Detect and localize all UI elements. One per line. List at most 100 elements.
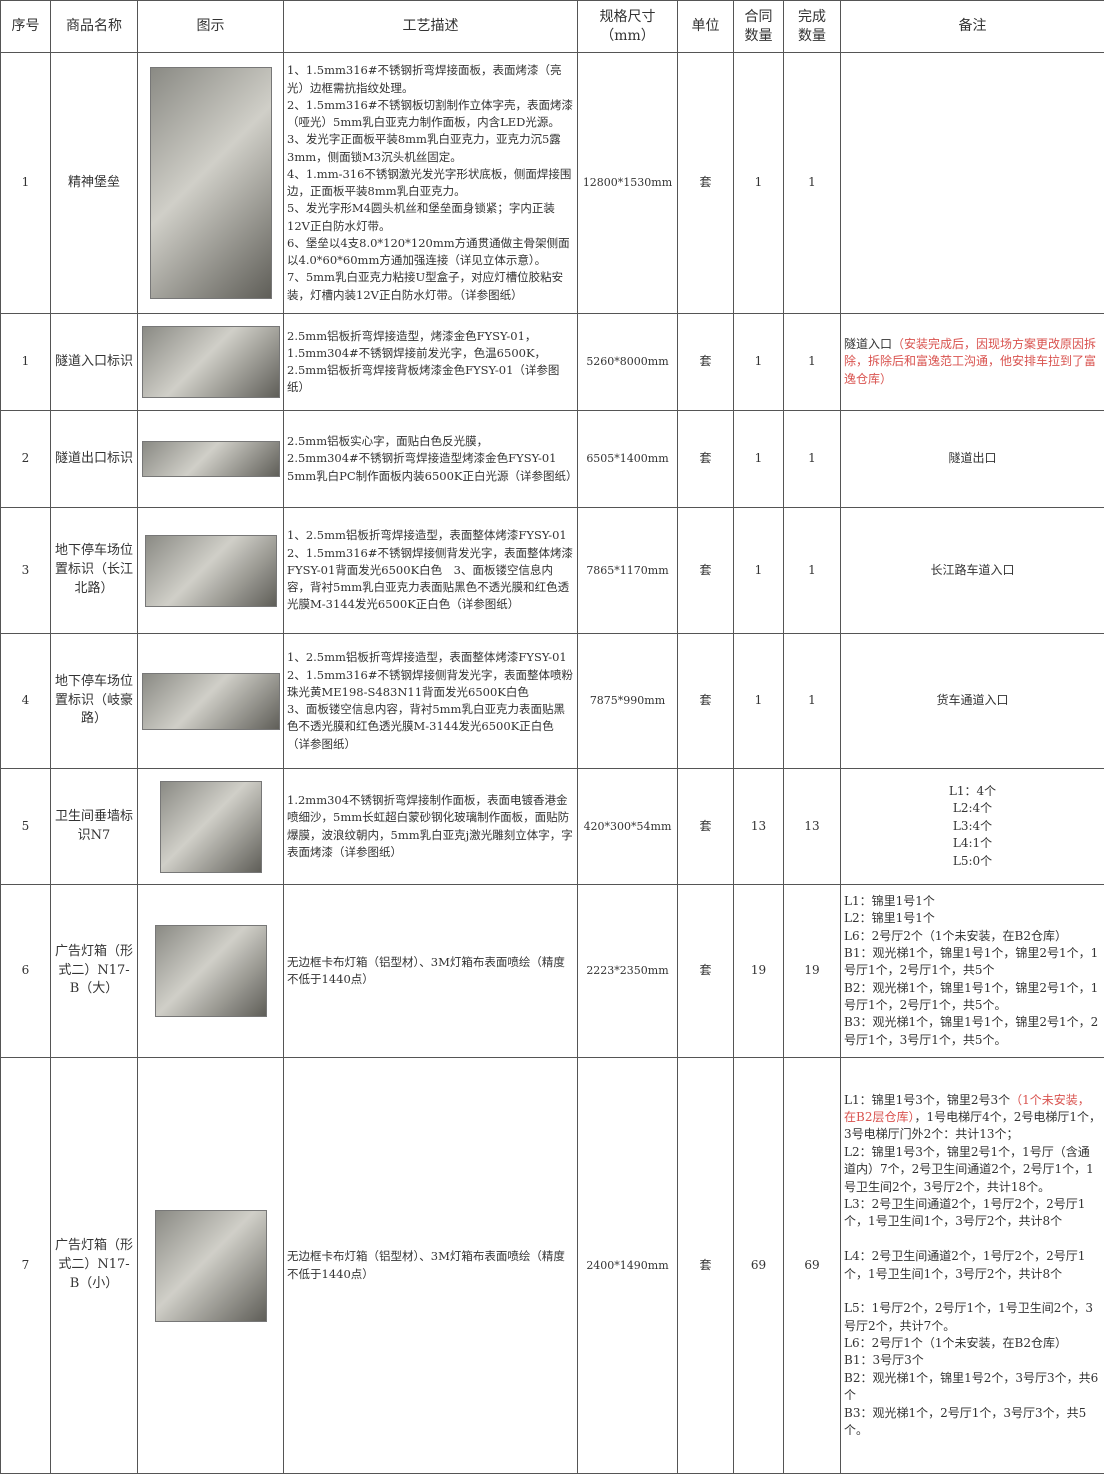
- unit: 套: [678, 314, 734, 411]
- product-name: 广告灯箱（形式二）N17-B（大）: [51, 885, 138, 1058]
- contract-quantity: 1: [734, 411, 784, 508]
- size: 5260*8000mm: [578, 314, 678, 411]
- product-name: 地下停车场位置标识（岐豪路）: [51, 634, 138, 769]
- row-number: 4: [1, 634, 51, 769]
- completed-quantity: 13: [784, 769, 841, 885]
- contract-quantity: 1: [734, 634, 784, 769]
- row-number: 5: [1, 769, 51, 885]
- illustration: [155, 1210, 267, 1322]
- remarks: L1：锦里1号1个 L2：锦里1号1个 L6：2号厅2个（1个未安装，在B2仓库…: [841, 885, 1104, 1058]
- illustration: [142, 441, 280, 477]
- completed-quantity: 1: [784, 314, 841, 411]
- row-number: 7: [1, 1058, 51, 1474]
- unit: 套: [678, 885, 734, 1058]
- completed-quantity: 1: [784, 411, 841, 508]
- illustration-cell: [138, 53, 284, 314]
- illustration-cell: [138, 885, 284, 1058]
- product-name: 精神堡垒: [51, 53, 138, 314]
- unit: 套: [678, 411, 734, 508]
- contract-quantity: 1: [734, 53, 784, 314]
- process-description: 1、1.5mm316#不锈钢折弯焊接面板，表面烤漆（亮光）边框需抗指纹处理。 2…: [284, 53, 578, 314]
- completed-quantity: 1: [784, 634, 841, 769]
- remarks: L1：4个 L2:4个 L3:4个 L4:1个 L5:0个: [841, 769, 1104, 885]
- remarks: 隧道入口（安装完成后，因现场方案更改原因拆除，拆除后和富逸范工沟通，他安排车拉到…: [841, 314, 1104, 411]
- size: 7875*990mm: [578, 634, 678, 769]
- header-cell: 序号: [1, 1, 51, 53]
- remark-text: L1：锦里1号3个，锦里2号3个: [844, 1093, 1010, 1107]
- illustration-cell: [138, 634, 284, 769]
- row-number: 6: [1, 885, 51, 1058]
- illustration-cell: [138, 411, 284, 508]
- header-cell: 商品名称: [51, 1, 138, 53]
- process-description: 1、2.5mm铝板折弯焊接造型，表面整体烤漆FYSY-01 2、1.5mm316…: [284, 508, 578, 634]
- header-cell: 工艺描述: [284, 1, 578, 53]
- size: 12800*1530mm: [578, 53, 678, 314]
- remark-text: 货车通道入口: [936, 693, 1008, 707]
- illustration-cell: [138, 769, 284, 885]
- row-number: 1: [1, 314, 51, 411]
- completed-quantity: 1: [784, 508, 841, 634]
- header-cell: 规格尺寸 （mm）: [578, 1, 678, 53]
- illustration: [142, 326, 280, 398]
- process-description: 无边框卡布灯箱（铝型材）、3M灯箱布表面喷绘（精度不低于1440点）: [284, 1058, 578, 1474]
- header-cell: 备注: [841, 1, 1104, 53]
- row-number: 1: [1, 53, 51, 314]
- contract-quantity: 1: [734, 508, 784, 634]
- product-name: 广告灯箱（形式二）N17-B（小）: [51, 1058, 138, 1474]
- size: 420*300*54mm: [578, 769, 678, 885]
- product-name: 地下停车场位置标识（长江北路）: [51, 508, 138, 634]
- remark-text: ，1号电梯厅4个，2号电梯厅1个，3号电梯厅门外2个：共计13个； L2：锦里1…: [844, 1110, 1101, 1437]
- product-name: 卫生间垂墙标识N7: [51, 769, 138, 885]
- remark-text: L1：锦里1号1个 L2：锦里1号1个 L6：2号厅2个（1个未安装，在B2仓库…: [844, 894, 1098, 1047]
- header-cell: 完成 数量: [784, 1, 841, 53]
- header-cell: 合同 数量: [734, 1, 784, 53]
- product-name: 隧道入口标识: [51, 314, 138, 411]
- process-description: 2.5mm铝板折弯焊接造型，烤漆金色FYSY-01，1.5mm304#不锈钢焊接…: [284, 314, 578, 411]
- process-description: 1、2.5mm铝板折弯焊接造型，表面整体烤漆FYSY-01 2、1.5mm316…: [284, 634, 578, 769]
- product-name: 隧道出口标识: [51, 411, 138, 508]
- remarks: L1：锦里1号3个，锦里2号3个（1个未安装，在B2层仓库），1号电梯厅4个，2…: [841, 1058, 1104, 1474]
- illustration-cell: [138, 314, 284, 411]
- size: 2400*1490mm: [578, 1058, 678, 1474]
- remark-text: 隧道出口: [948, 451, 996, 465]
- remarks: [841, 53, 1104, 314]
- process-description: 1.2mm304不锈钢折弯焊接制作面板，表面电镀香港金喷细沙，5mm长虹超白蒙砂…: [284, 769, 578, 885]
- size: 2223*2350mm: [578, 885, 678, 1058]
- remark-text: 隧道入口: [844, 337, 892, 351]
- completed-quantity: 1: [784, 53, 841, 314]
- remark-text: L1：4个 L2:4个 L3:4个 L4:1个 L5:0个: [949, 784, 996, 868]
- unit: 套: [678, 53, 734, 314]
- completed-quantity: 19: [784, 885, 841, 1058]
- unit: 套: [678, 508, 734, 634]
- contract-quantity: 19: [734, 885, 784, 1058]
- contract-quantity: 1: [734, 314, 784, 411]
- size: 6505*1400mm: [578, 411, 678, 508]
- remarks: 隧道出口: [841, 411, 1104, 508]
- unit: 套: [678, 769, 734, 885]
- header-row: 序号商品名称图示工艺描述规格尺寸 （mm）单位合同 数量完成 数量备注: [1, 1, 1104, 53]
- header-cell: 图示: [138, 1, 284, 53]
- illustration: [150, 67, 272, 299]
- process-description: 2.5mm铝板实心字，面贴白色反光膜， 2.5mm304#不锈钢折弯焊接造型烤漆…: [284, 411, 578, 508]
- illustration: [145, 535, 277, 607]
- unit: 套: [678, 634, 734, 769]
- header-cell: 单位: [678, 1, 734, 53]
- contract-quantity: 69: [734, 1058, 784, 1474]
- row-number: 3: [1, 508, 51, 634]
- row-number: 2: [1, 411, 51, 508]
- illustration: [160, 781, 262, 873]
- illustration-cell: [138, 1058, 284, 1474]
- illustration-cell: [138, 508, 284, 634]
- remarks: 货车通道入口: [841, 634, 1104, 769]
